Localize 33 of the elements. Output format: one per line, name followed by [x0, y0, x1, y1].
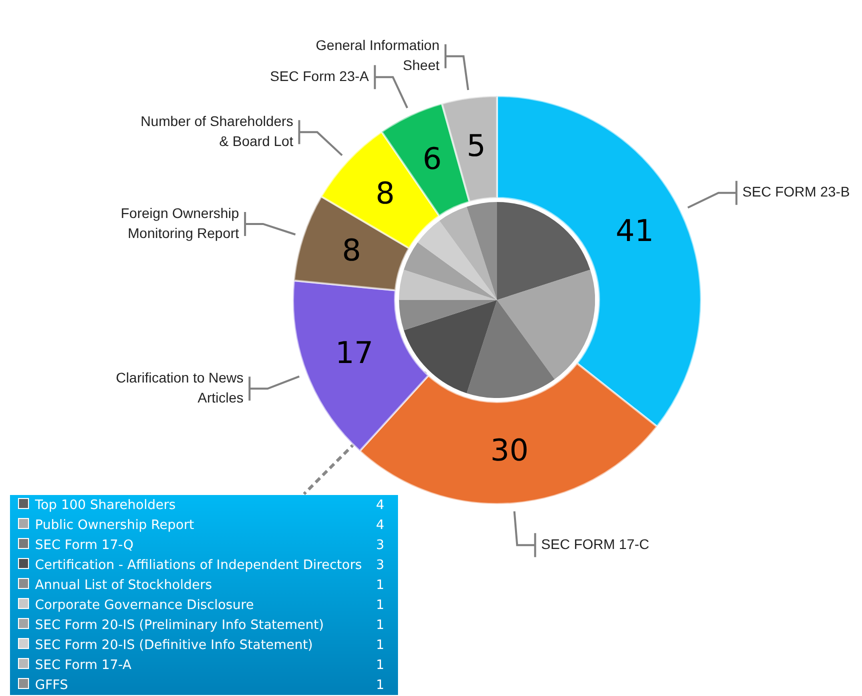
- data-label: 1: [374, 576, 386, 594]
- data-label: 5: [466, 129, 486, 164]
- data-label: 4: [374, 496, 386, 514]
- legend-label: Public Ownership Report: [35, 518, 194, 532]
- data-label: 8: [376, 176, 395, 212]
- legend-label: Top 100 Shareholders: [35, 498, 176, 512]
- data-label: 6: [422, 142, 442, 178]
- data-label: 1: [374, 656, 386, 674]
- legend-label: SEC Form 17-Q: [35, 538, 134, 552]
- slice-label: SEC Form 23-A: [270, 68, 370, 84]
- data-label: 41: [616, 214, 654, 250]
- slice-label: Number of Shareholders & Board Lot: [140, 112, 294, 149]
- data-label: 3: [374, 536, 386, 554]
- data-label: 8: [342, 234, 362, 269]
- legend-label: Annual List of Stockholders: [35, 578, 212, 592]
- legend-label: SEC Form 17-A: [35, 658, 132, 672]
- data-label: 1: [374, 596, 386, 614]
- legend-label: Corporate Governance Disclosure: [35, 598, 254, 612]
- slice-label: SEC FORM 23-B: [742, 184, 850, 200]
- slice-label: Foreign Ownership Monitoring Report: [120, 204, 240, 241]
- data-label: 17: [335, 336, 374, 371]
- data-label: 30: [490, 433, 529, 468]
- legend-label: SEC Form 20-IS (Preliminary Info Statement): [35, 618, 324, 632]
- data-label: 1: [374, 676, 386, 694]
- slice-label: SEC FORM 17-C: [541, 536, 650, 552]
- data-label: 3: [374, 556, 386, 574]
- data-label: 1: [374, 616, 386, 634]
- data-label: 4: [374, 516, 386, 534]
- legend-label: GFFS: [35, 678, 68, 692]
- data-label: 1: [374, 636, 386, 654]
- legend-label: Certification - Affiliations of Independent Directors: [35, 558, 362, 572]
- slice-label: Clarification to News Articles: [116, 370, 244, 406]
- legend-label: SEC Form 20-IS (Definitive Info Statement): [35, 638, 313, 652]
